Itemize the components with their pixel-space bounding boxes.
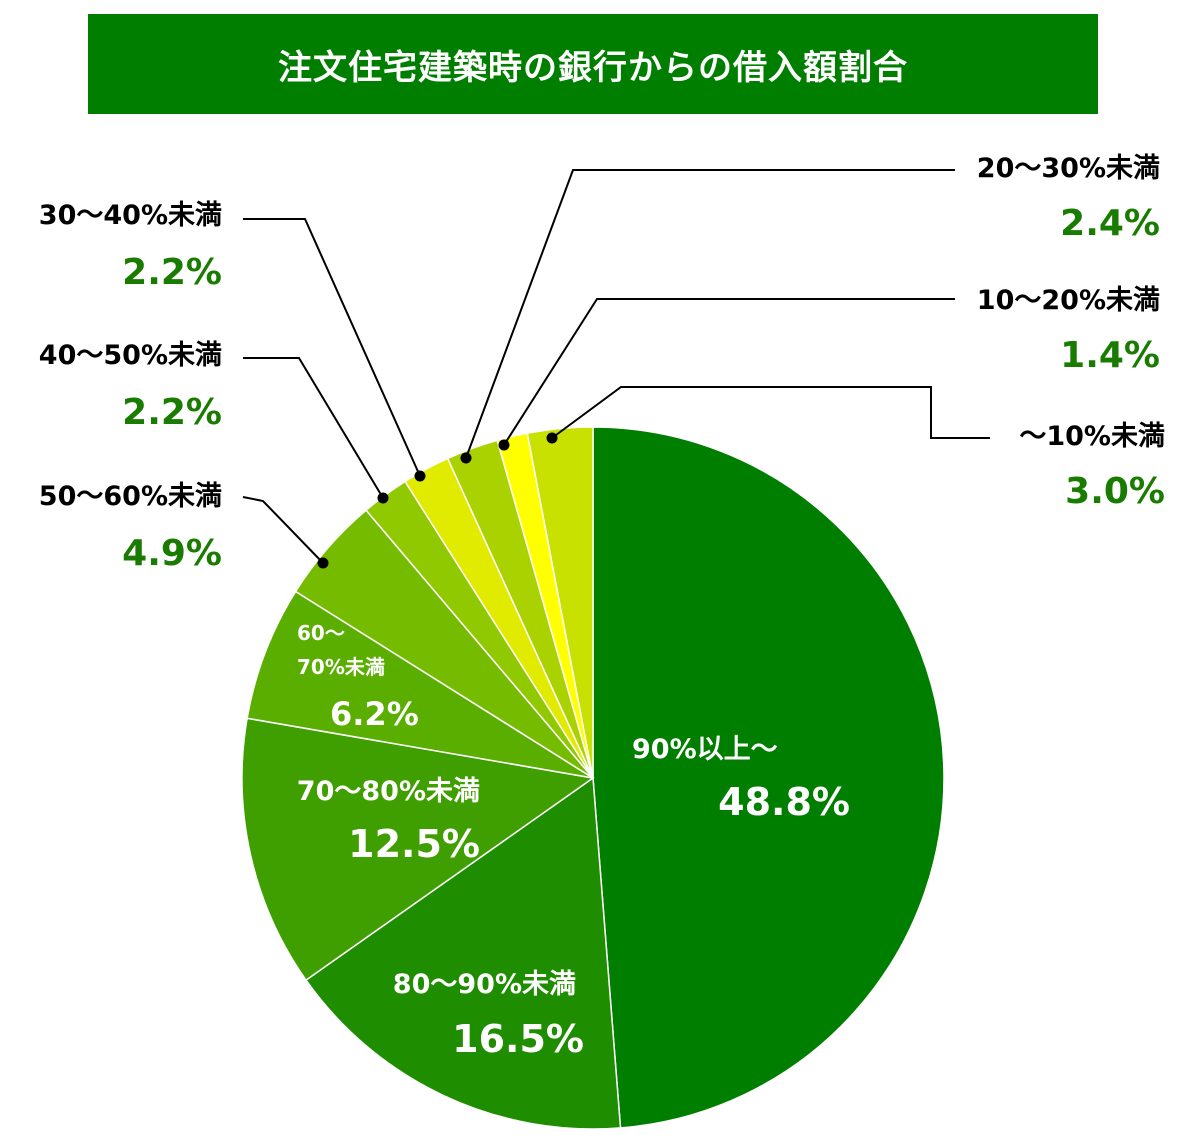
slice-label-8: 10〜20%未満 bbox=[977, 285, 1160, 316]
leader-dot-8 bbox=[498, 439, 510, 451]
slice-2 bbox=[241, 717, 595, 982]
slice-value-3: 6.2% bbox=[330, 695, 419, 733]
leader-line-5 bbox=[243, 357, 384, 499]
leader-line-9 bbox=[551, 386, 990, 439]
leader-dot-7 bbox=[460, 452, 472, 464]
slice-value-6: 2.2% bbox=[122, 252, 222, 293]
leader-line-8 bbox=[503, 298, 955, 446]
slice-value-0: 48.8% bbox=[718, 780, 850, 824]
slice-label-7: 20〜30%未満 bbox=[977, 153, 1160, 184]
slice-label-4: 50〜60%未満 bbox=[39, 481, 222, 512]
slice-label-2: 70〜80%未満 bbox=[297, 776, 480, 807]
slice-value-7: 2.4% bbox=[1060, 203, 1160, 244]
slice-label-1: 80〜90%未満 bbox=[393, 969, 576, 1000]
chart-title: 注文住宅建築時の銀行からの借入額割合 bbox=[278, 47, 908, 88]
leader-dot-6 bbox=[414, 470, 426, 482]
chart-title-banner: 注文住宅建築時の銀行からの借入額割合 bbox=[88, 14, 1098, 114]
slice-value-8: 1.4% bbox=[1060, 335, 1160, 376]
slice-9 bbox=[526, 426, 594, 779]
slice-label-3-line-1: 70%未満 bbox=[297, 655, 385, 679]
slice-value-2: 12.5% bbox=[348, 822, 480, 866]
leader-line-4 bbox=[242, 496, 324, 564]
leader-dot-5 bbox=[377, 492, 389, 504]
slice-3 bbox=[246, 590, 594, 779]
slice-label-3-line-0: 60〜 bbox=[297, 621, 345, 645]
slice-0 bbox=[592, 426, 945, 1129]
leader-dot-4 bbox=[317, 557, 329, 569]
slice-label-0: 90%以上〜 bbox=[632, 734, 778, 765]
slice-label-9: 〜10%未満 bbox=[1019, 421, 1165, 452]
slice-value-9: 3.0% bbox=[1065, 471, 1165, 512]
slice-label-6: 30〜40%未満 bbox=[39, 200, 222, 231]
leader-line-6 bbox=[243, 218, 421, 477]
leader-dot-9 bbox=[546, 432, 558, 444]
slice-value-1: 16.5% bbox=[452, 1017, 584, 1061]
slice-value-5: 2.2% bbox=[122, 392, 222, 433]
slice-1 bbox=[304, 776, 622, 1130]
leader-line-7 bbox=[465, 169, 955, 459]
slice-value-4: 4.9% bbox=[122, 533, 222, 574]
slice-label-5: 40〜50%未満 bbox=[39, 340, 222, 371]
